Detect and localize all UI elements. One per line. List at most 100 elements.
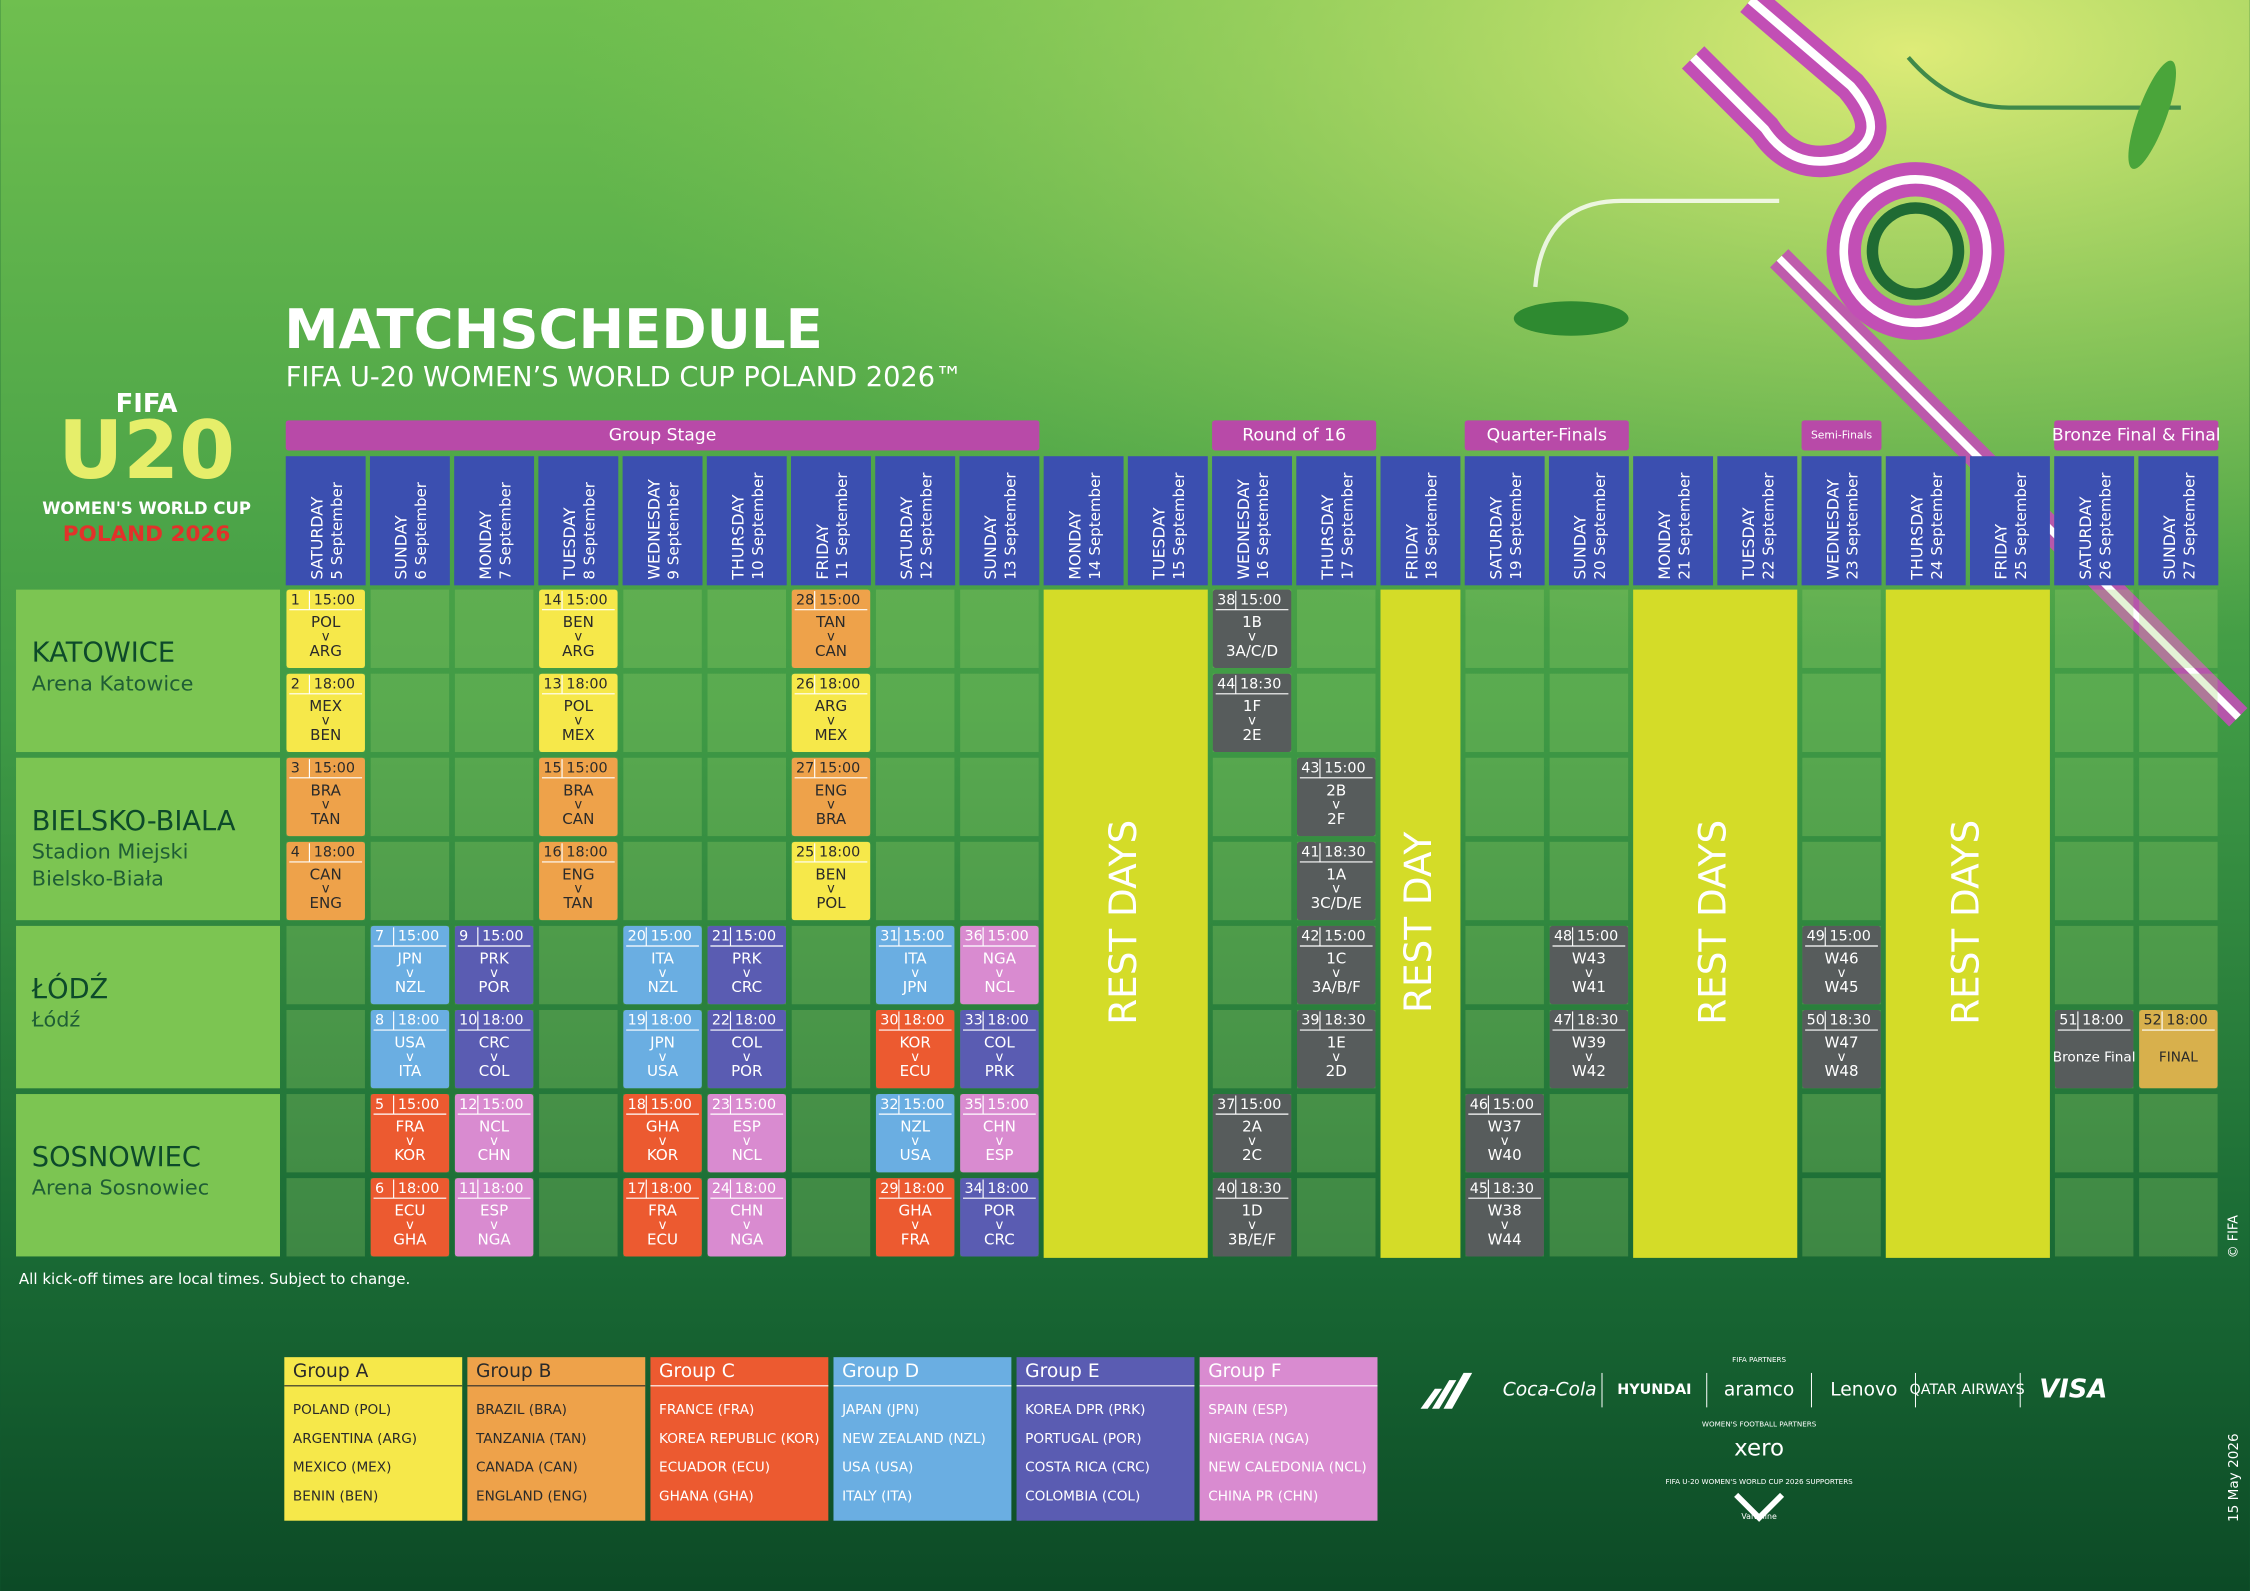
match-time: 15:00 [735,929,776,945]
match-home: POL [564,697,594,715]
day-weekday: FRIDAY [1402,523,1421,579]
match-number: 24 [712,1181,730,1197]
rest-label: REST DAY [1396,831,1440,1012]
empty-cell [1297,1178,1376,1257]
match-versus: v [911,1218,919,1233]
logo-host: POLAND 2026 [63,522,231,547]
match-time: 15:00 [482,929,523,945]
day-weekday: SATURDAY [1486,496,1505,579]
day-weekday: TUESDAY [1150,507,1169,581]
group-team: POLAND (POL) [293,1402,391,1418]
match-home: FRA [648,1202,677,1220]
match-number: 14 [543,592,561,608]
copyright: © FIFA [2226,1215,2241,1258]
match-home: TAN [815,613,846,631]
empty-cell [2054,757,2134,837]
match-home: 1D [1241,1202,1262,1220]
empty-cell [1549,1178,1629,1257]
empty-cell [1212,841,1292,921]
match-time: 15:00 [819,592,860,608]
group-name: Group B [476,1361,551,1382]
match-time: 18:00 [2082,1013,2123,1029]
empty-cell [2054,925,2134,1005]
day-date: 6 September [412,481,430,579]
group-team: ARGENTINA (ARG) [293,1431,417,1447]
match-away: W44 [1488,1230,1522,1248]
day-weekday: WEDNESDAY [644,479,663,580]
match-number: 28 [796,592,814,608]
match-number: 15 [543,761,561,777]
day-date: 24 September [1928,472,1946,580]
day-date: 9 September [665,481,683,579]
match-versus: v [406,1218,414,1233]
match-number: 50 [1807,1013,1825,1029]
match-time: 18:00 [482,1181,523,1197]
rest-bar [1633,589,1798,1258]
group-team: BRAZIL (BRA) [476,1402,567,1418]
match-number: 21 [712,929,730,945]
empty-cell [1212,757,1292,837]
empty-cell [286,1009,365,1089]
match-versus: v [406,1050,414,1065]
match-number: 10 [459,1013,477,1029]
match-time: 15:00 [819,761,860,777]
venue-panel [16,589,281,753]
day-date: 19 September [1507,472,1525,580]
match-away: W45 [1825,978,1859,996]
day-date: 8 September [581,481,599,579]
match-home: ITA [904,949,927,967]
day-date: 15 September [1170,472,1188,580]
match-time: 15:00 [987,1097,1028,1113]
match-home: COL [731,1033,762,1051]
match-versus: v [996,1134,1004,1149]
empty-cell [1802,589,1881,668]
match-versus: v [490,966,498,981]
match-time: 18:00 [398,1013,439,1029]
match-time: 18:30 [1240,676,1281,692]
match-time: 18:00 [819,845,860,861]
empty-cell [1465,757,1544,837]
empty-cell [1549,757,1629,837]
match-time: 18:00 [566,676,607,692]
group-team: ITALY (ITA) [842,1488,912,1504]
group-team: PORTUGAL (POR) [1025,1431,1141,1447]
match-versus: v [1332,882,1340,897]
match-versus: v [659,1134,667,1149]
group-box [650,1357,829,1521]
empty-cell [370,757,450,837]
group-name: Group D [842,1361,919,1382]
venue-name: SOSNOWIEC [32,1142,201,1173]
match-away: NGA [478,1230,512,1248]
match-home: USA [394,1033,426,1051]
match-home: 1A [1326,865,1347,883]
match-away: 3C/D/E [1311,894,1362,912]
match-away: NZL [395,978,426,996]
match-versus: v [1248,629,1256,644]
match-away: PRK [985,1062,1016,1080]
match-away: 2F [1327,810,1345,828]
stage-label: Group Stage [609,425,717,445]
group-team: ECUADOR (ECU) [659,1460,770,1476]
match-home: W37 [1488,1118,1522,1136]
empty-cell [539,1009,618,1089]
match-away: FRA [901,1230,930,1248]
match-time: 18:00 [482,1013,523,1029]
match-home: CHN [730,1202,763,1220]
match-number: 34 [964,1181,982,1197]
match-number: 29 [880,1181,898,1197]
sponsor-logo: Coca-Cola [1503,1380,1597,1401]
empty-cell [623,673,702,753]
match-time: 18:30 [1493,1181,1534,1197]
match-time: 18:00 [903,1013,944,1029]
day-date: 5 September [328,481,346,579]
match-versus: v [1332,966,1340,981]
day-weekday: MONDAY [1655,510,1674,579]
venue-panel [16,925,281,1089]
day-date: 12 September [917,472,935,580]
match-number: 17 [628,1181,646,1197]
match-home: POL [311,613,341,631]
match-versus: v [322,882,330,897]
day-header [538,456,619,586]
match-away: ECU [647,1230,678,1248]
match-away: USA [647,1062,679,1080]
